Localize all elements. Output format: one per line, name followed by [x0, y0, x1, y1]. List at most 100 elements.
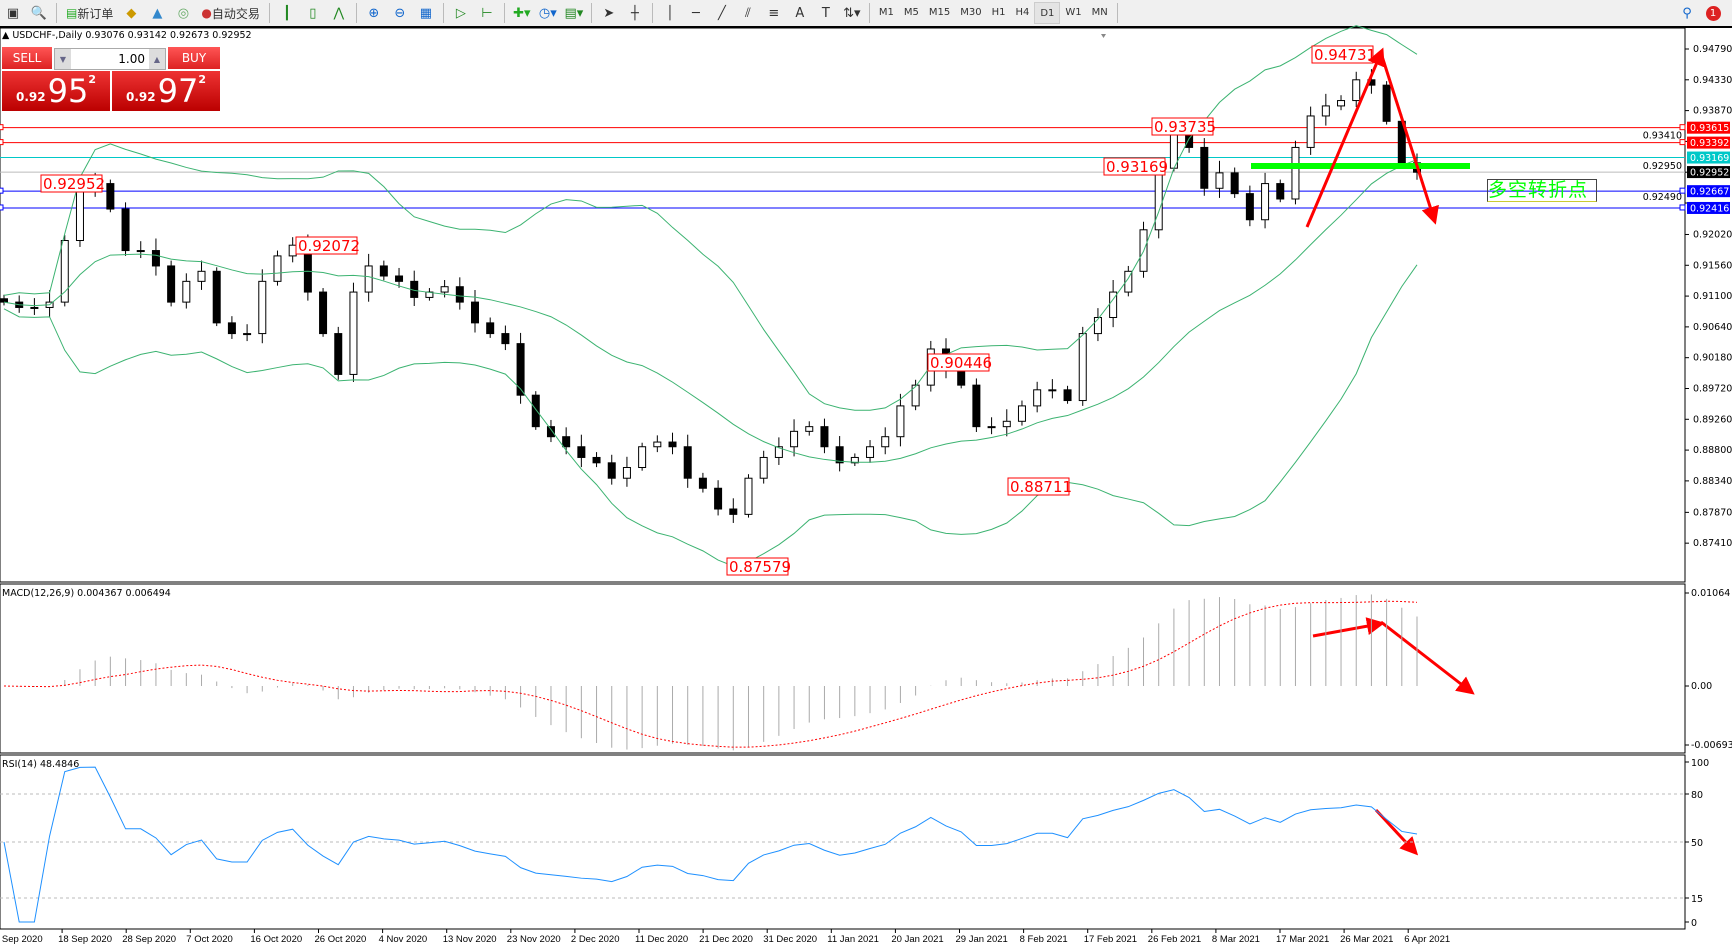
bull-candle [850, 456, 859, 464]
search-icon[interactable]: ⚲ [1682, 5, 1692, 21]
bear-candle [531, 394, 540, 428]
candlestick-icon[interactable]: ▯ [309, 5, 317, 21]
timeframe-d1[interactable]: D1 [1034, 2, 1061, 24]
bull-candle [136, 250, 145, 253]
macd-label: MACD(12,26,9) 0.004367 0.006494 [2, 588, 171, 599]
bear-candle [151, 250, 160, 267]
bear-candle [1276, 183, 1285, 200]
bull-candle [1033, 389, 1042, 407]
buy-price[interactable]: 0.92 97 2 [112, 71, 220, 111]
bull-candle [1321, 105, 1330, 117]
timeframe-m5[interactable]: M5 [903, 6, 919, 18]
bear-candle [714, 487, 723, 510]
terminal-icon[interactable]: ▲ [152, 5, 163, 21]
level-handle [1679, 124, 1686, 131]
bear-candle [1063, 389, 1072, 402]
date-tick-label: 26 Oct 2020 [315, 934, 367, 945]
bull-candle [987, 426, 996, 429]
price-tick-label: 0.92020 [1693, 229, 1732, 240]
bull-candle [805, 426, 814, 432]
down-trend-arrow [1379, 52, 1439, 225]
bull-candle [30, 306, 39, 309]
auto-scroll-icon[interactable]: ▷ [455, 5, 466, 21]
auto-trading-icon: ● [201, 6, 212, 20]
rsi-tick-label: 50 [1691, 838, 1703, 849]
macd-signal-line [3, 600, 1418, 748]
notifications-icon[interactable]: 1 [1702, 2, 1724, 24]
text-label-icon[interactable]: T [821, 5, 830, 21]
price-annotation: 0.94731 [1314, 46, 1376, 64]
lot-size-stepper[interactable]: ▼ 1.00 ▲ [54, 48, 166, 70]
arrows-icon[interactable]: ⇅▾ [843, 5, 861, 21]
rsi-line [3, 766, 1418, 923]
bear-candle [1200, 146, 1209, 189]
buy-label: BUY [181, 51, 207, 65]
bar-chart-icon[interactable]: ┃ [282, 5, 291, 21]
timeframe-h4[interactable]: H4 [1015, 6, 1030, 18]
zoom-chart-icon[interactable]: 🔍 [30, 5, 48, 21]
buy-button[interactable]: BUY [168, 47, 220, 69]
templates-icon[interactable]: ▤▾ [564, 5, 584, 21]
price-tick-label: 0.94330 [1693, 75, 1732, 86]
sell-price[interactable]: 0.92 95 2 [2, 71, 110, 111]
main-pane [0, 27, 1686, 583]
date-tick-label: 21 Dec 2020 [699, 934, 753, 945]
new-chart-icon[interactable]: ▣ [6, 5, 20, 21]
date-tick-label: 8 Feb 2021 [1020, 934, 1068, 945]
auto-trading-button[interactable]: ● 自动交易 [198, 2, 263, 24]
level-price-tag [1687, 185, 1730, 198]
rsi-label: RSI(14) 48.4846 [2, 759, 80, 770]
decrease-lot-icon[interactable]: ▼ [55, 49, 71, 69]
level-price-tag [1687, 136, 1730, 149]
timeframe-m15[interactable]: M15 [928, 6, 951, 18]
cursor-icon[interactable]: ➤ [603, 5, 615, 21]
metaeditor-icon[interactable]: ◆ [126, 5, 137, 21]
timeframe-m1[interactable]: M1 [878, 6, 894, 18]
price-tick-label: 0.93870 [1693, 106, 1732, 117]
trendline-icon[interactable]: ╱ [717, 5, 726, 21]
tile-windows-icon[interactable]: ▦ [419, 5, 432, 21]
price-annotation-box [726, 557, 789, 576]
zoom-in-icon[interactable]: ⊕ [368, 5, 380, 21]
crosshair-icon[interactable]: ┼ [630, 5, 639, 21]
channel-icon[interactable]: ⫽ [744, 5, 751, 21]
new-order-button[interactable]: ▤ 新订单 [63, 2, 116, 24]
price-annotation-box [927, 353, 990, 372]
sell-button[interactable]: SELL [2, 47, 52, 69]
symbol-info: ▲ USDCHF-,Daily 0.93076 0.93142 0.92673 … [2, 30, 252, 41]
signals-icon[interactable]: ◎ [177, 5, 190, 21]
fibonacci-icon[interactable]: ≡ [768, 5, 780, 21]
bull-candle [364, 265, 373, 293]
divider [442, 3, 444, 23]
level-handle [0, 187, 4, 194]
indicators-icon[interactable]: ✚▾ [513, 5, 531, 21]
zoom-out-icon[interactable]: ⊖ [394, 5, 406, 21]
line-chart-icon[interactable]: ⋀ [333, 5, 345, 21]
level-price-tag [1687, 121, 1730, 134]
bull-candle [258, 280, 267, 335]
timeframe-m30[interactable]: M30 [960, 6, 982, 18]
timeframe-w1[interactable]: W1 [1065, 6, 1082, 18]
lot-size-input[interactable]: 1.00 [118, 52, 145, 66]
bull-candle [1154, 167, 1163, 231]
bear-candle [683, 446, 692, 479]
annotation-bull-bear-turning-point[interactable]: 多空转折点 [1487, 179, 1597, 202]
date-tick-label: 11 Dec 2020 [635, 934, 688, 945]
date-tick-label: 17 Mar 2021 [1276, 934, 1329, 945]
horizontal-line-icon[interactable]: ─ [691, 5, 700, 21]
date-tick-label: 20 Jan 2021 [891, 934, 943, 945]
increase-lot-icon[interactable]: ▲ [149, 49, 165, 69]
price-tick-label: 0.90180 [1693, 353, 1732, 364]
vertical-line-icon[interactable]: │ [665, 5, 674, 21]
text-icon[interactable]: A [795, 5, 805, 21]
bear-candle [957, 369, 966, 386]
chart-shift-icon[interactable]: ⊢ [481, 5, 493, 21]
timeframe-mn[interactable]: MN [1091, 6, 1108, 18]
timeframe-h1[interactable]: H1 [991, 6, 1006, 18]
level-handle [1679, 139, 1686, 146]
macd-down-arrow [1380, 620, 1475, 695]
date-tick-label: 17 Feb 2021 [1084, 934, 1137, 945]
bear-candle [212, 270, 221, 324]
periods-icon[interactable]: ◷▾ [538, 5, 557, 21]
